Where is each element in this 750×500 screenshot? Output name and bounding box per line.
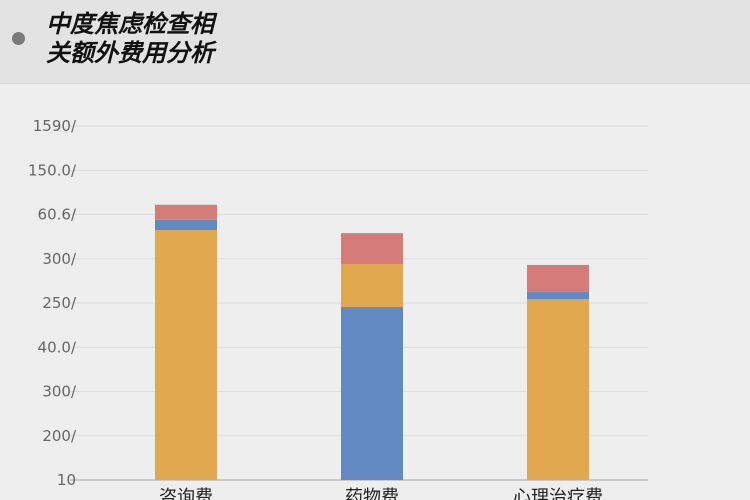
y-tick-label: 10 xyxy=(57,471,76,489)
y-tick-label: 250/ xyxy=(42,294,77,312)
bar-segment xyxy=(527,291,589,300)
bar-segment xyxy=(155,219,217,230)
bar-segment xyxy=(155,229,217,480)
x-category-label: 咨询费 xyxy=(159,487,213,500)
bar-segment xyxy=(341,306,403,480)
header: 中度焦虑检查相 关额外费用分析 xyxy=(0,0,750,84)
x-category-label: 心理治疗费 xyxy=(513,487,603,500)
y-tick-label: 150.0/ xyxy=(28,161,77,179)
bar-segment xyxy=(155,204,217,220)
bar-segment xyxy=(341,233,403,265)
y-tick-label: 300/ xyxy=(42,383,77,401)
bar-segment xyxy=(527,299,589,480)
y-tick-label: 200/ xyxy=(42,427,77,445)
bullet-dot-icon xyxy=(12,32,25,45)
y-tick-label: 40.0/ xyxy=(38,338,77,356)
y-tick-label: 300/ xyxy=(42,250,77,268)
y-tick-label: 1590/ xyxy=(33,117,77,135)
y-tick-label: 60.6/ xyxy=(38,206,77,224)
bar-segment xyxy=(527,264,589,292)
x-category-label: 药物费 xyxy=(345,487,399,500)
chart-title: 中度焦虑检查相 关额外费用分析 xyxy=(46,10,214,67)
bar-segment xyxy=(341,264,403,307)
